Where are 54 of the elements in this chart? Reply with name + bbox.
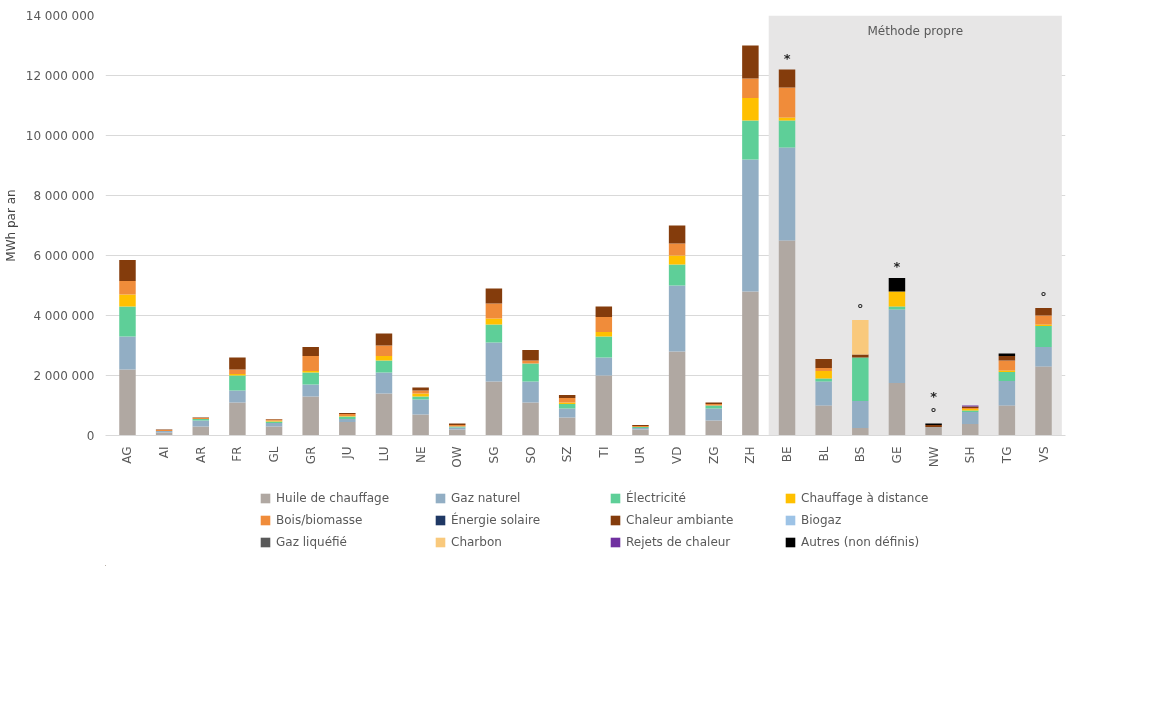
annotation: ° [1040,289,1047,304]
legend-label: Gaz naturel [451,491,522,505]
legend-label: Chaleur ambiante [626,513,735,527]
legend-label: Bois/biomasse [276,513,364,527]
band-label: Méthode propre [867,23,964,38]
x-tick-label: ZG [706,446,721,465]
x-tick-label: GE [889,446,904,464]
x-tick-label: JU [340,446,355,460]
y-tick-label: 6 000 000 [33,248,95,263]
legend-label: Biogaz [801,513,843,527]
x-tick-label: UR [633,446,648,464]
x-tick-label: AG [120,446,135,464]
annotation: * [930,388,938,404]
x-tick-label: SH [963,446,978,464]
legend-label: Chauffage à distance [801,491,930,505]
x-tick-label: GR [303,446,318,465]
legend-label: Huile de chauffage [276,491,391,505]
x-tick-label: VD [670,446,685,464]
x-tick-label: SO [523,446,538,464]
x-tick-label: BL [816,446,831,462]
x-tick-label: SG [486,446,501,464]
x-tick-label: SZ [560,446,575,463]
legend-label: Charbon [451,535,503,549]
y-tick-label: 8 000 000 [33,188,95,203]
y-tick-label: 0 [86,428,95,443]
annotation: ° [857,301,864,316]
x-tick-label: VS [1036,446,1051,463]
x-tick-label: TI [596,446,611,459]
x-tick-label: OW [450,446,465,468]
x-tick-label: FR [230,446,245,462]
y-axis-title: MWh par an [3,189,18,262]
x-tick-label: AR [193,446,208,464]
x-tick-label: NE [413,446,428,464]
legend-label: Électricité [626,491,687,505]
x-tick-label: AI [157,446,172,459]
y-tick-label: 14 000 000 [25,8,95,23]
legend-label: Énergie solaire [451,513,542,527]
x-tick-label: GL [267,446,282,463]
y-tick-label: 12 000 000 [25,68,95,83]
annotation: * [893,259,901,274]
x-tick-label: BE [780,446,795,463]
annotation: * [783,50,791,66]
legend-label: Autres (non définis) [801,535,921,549]
x-tick-label: TG [999,446,1014,465]
y-tick-label: 2 000 000 [33,368,95,383]
x-tick-label: LU [376,446,391,462]
y-tick-label: 10 000 000 [25,128,95,143]
legend-label: Rejets de chaleur [626,535,732,549]
x-tick-label: NW [926,446,941,468]
annotation: ° [930,404,937,420]
x-tick-label: ZH [743,446,758,464]
legend-label: Gaz liquéfié [276,535,348,549]
y-tick-label: 4 000 000 [33,308,95,323]
x-tick-label: BS [853,446,868,463]
